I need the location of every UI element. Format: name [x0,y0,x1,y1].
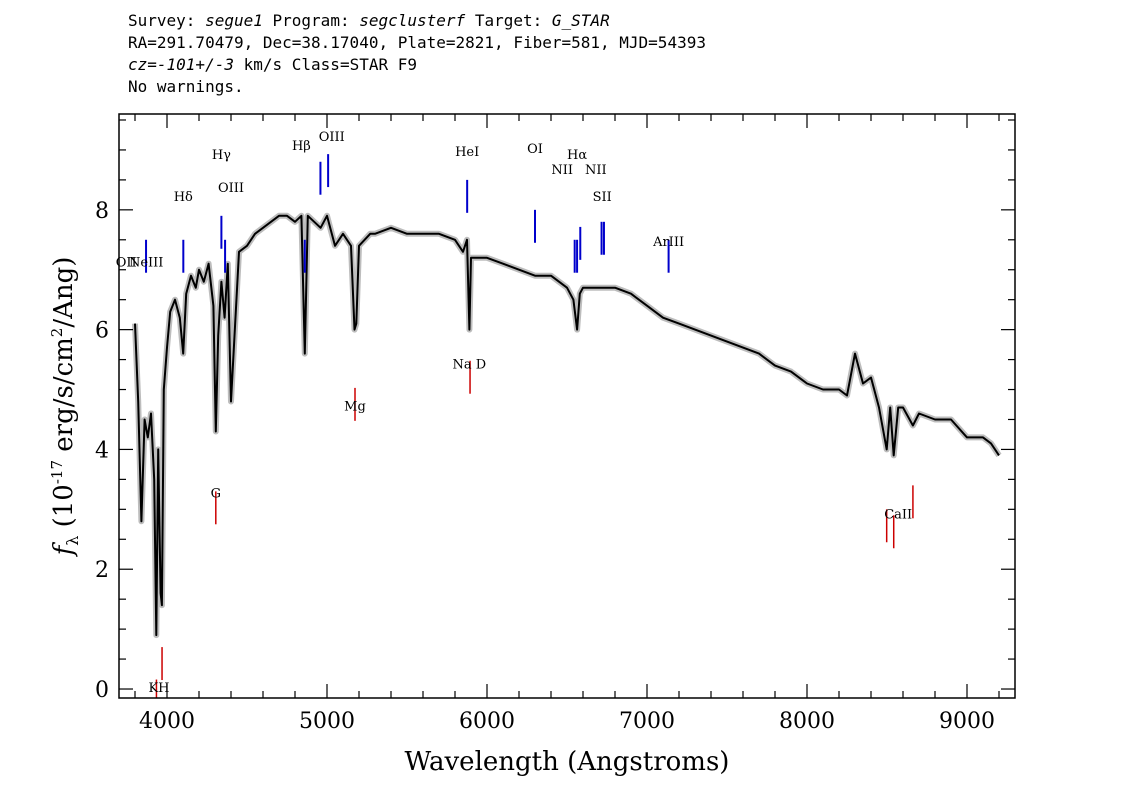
emission-line-label: SII [593,190,612,205]
emission-line-label: OIII [319,130,345,145]
header-line-survey: Survey: segue1 Program: segclusterf Targ… [128,10,706,32]
plot-content [132,154,1002,698]
absorption-line-label: CaII [884,507,912,522]
emission-line-label: OII [116,256,137,271]
x-tick-label: 6000 [459,709,515,734]
x-tick-label: 9000 [939,709,995,734]
emission-line-label: ArIII [652,235,684,250]
x-tick-label: 5000 [299,709,355,734]
y-tick-label: 4 [95,438,109,463]
y-axis-tick-labels: 0 2 4 6 8 [95,199,109,703]
absorption-line-label: Na D [453,358,487,373]
target-value: G_STAR [551,11,610,30]
y-axis-title: fλ (10-17 erg/s/cm2/Ang) [48,257,82,558]
emission-line-label: OIII [218,181,244,196]
emission-line-label: Hα [567,148,587,163]
y-tick-label: 8 [95,199,109,224]
target-label: Target: [474,11,543,30]
program-label: Program: [272,11,350,30]
absorption-line-label: G [211,486,221,501]
flux-error-band [132,212,1002,639]
absorption-line-label: Mg [344,399,366,414]
plot-frame [118,113,1016,699]
x-axis-tick-labels: 4000 5000 6000 7000 8000 9000 [139,709,995,734]
axis-ticks [119,114,1015,698]
x-tick-label: 8000 [779,709,835,734]
emission-line-label: Hδ [174,190,193,205]
emission-line-label: NII [585,163,607,178]
x-tick-label: 4000 [139,709,195,734]
emission-line-label: NII [551,163,573,178]
emission-line-label: HeI [455,145,479,160]
spectral-line-markers [145,154,914,698]
survey-value: segue1 [205,11,263,30]
header-line-coordinates: RA=291.70479, Dec=38.17040, Plate=2821, … [128,33,706,52]
x-tick-label: 7000 [619,709,675,734]
program-value: segclusterf [359,11,466,30]
header-line-redshift: cz=-101+/-3 km/s Class=STAR F9 [128,54,706,76]
y-tick-label: 6 [95,319,109,344]
spectrum-header: Survey: segue1 Program: segclusterf Targ… [128,10,706,98]
emission-line-label: NeIII [129,256,163,271]
emission-line-label: OI [527,142,543,157]
emission-line-label: Hγ [212,148,231,163]
emission-line-label: Hβ [292,139,311,154]
absorption-line-label: KH [148,681,169,696]
y-tick-label: 2 [95,558,109,583]
survey-label: Survey: [128,11,196,30]
header-line-warnings: No warnings. [128,77,244,96]
class-value: km/s Class=STAR F9 [243,55,417,74]
y-tick-label: 0 [95,678,109,703]
redshift-value: cz=-101+/-3 [128,55,234,74]
flux-series-line [134,214,1000,637]
x-axis-title: Wavelength (Angstroms) [405,747,730,777]
